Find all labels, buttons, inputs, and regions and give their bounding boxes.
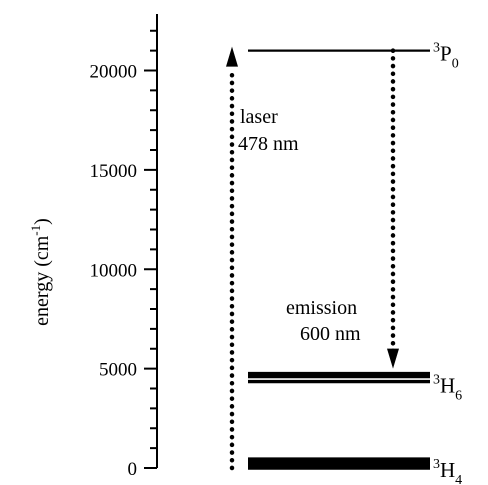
state-labels: 3P0 3H6 3H4 [433,41,462,485]
transitions: laser 478 nm emission 600 nm [226,46,399,471]
tick-label: 0 [128,459,138,480]
tick-label: 15000 [90,161,138,182]
wavelength-label: 600 nm [300,323,361,345]
arrowhead [226,46,238,67]
energy-levels [248,49,430,470]
state-label: 3P0 [433,41,459,72]
wavelength-label: 478 nm [238,133,299,155]
arrowhead [387,348,399,369]
energy-axis: 0 5000 10000 15000 20000 [90,14,158,480]
tick-label: 10000 [90,260,138,281]
tick-label: 5000 [99,360,137,381]
state-label: 3H6 [433,373,462,404]
emission-label: emission [286,297,357,319]
laser-label: laser [240,106,278,128]
tick-label: 20000 [90,62,138,83]
state-label: 3H4 [433,457,462,485]
y-axis-label: energy (cm-1) [28,218,53,326]
